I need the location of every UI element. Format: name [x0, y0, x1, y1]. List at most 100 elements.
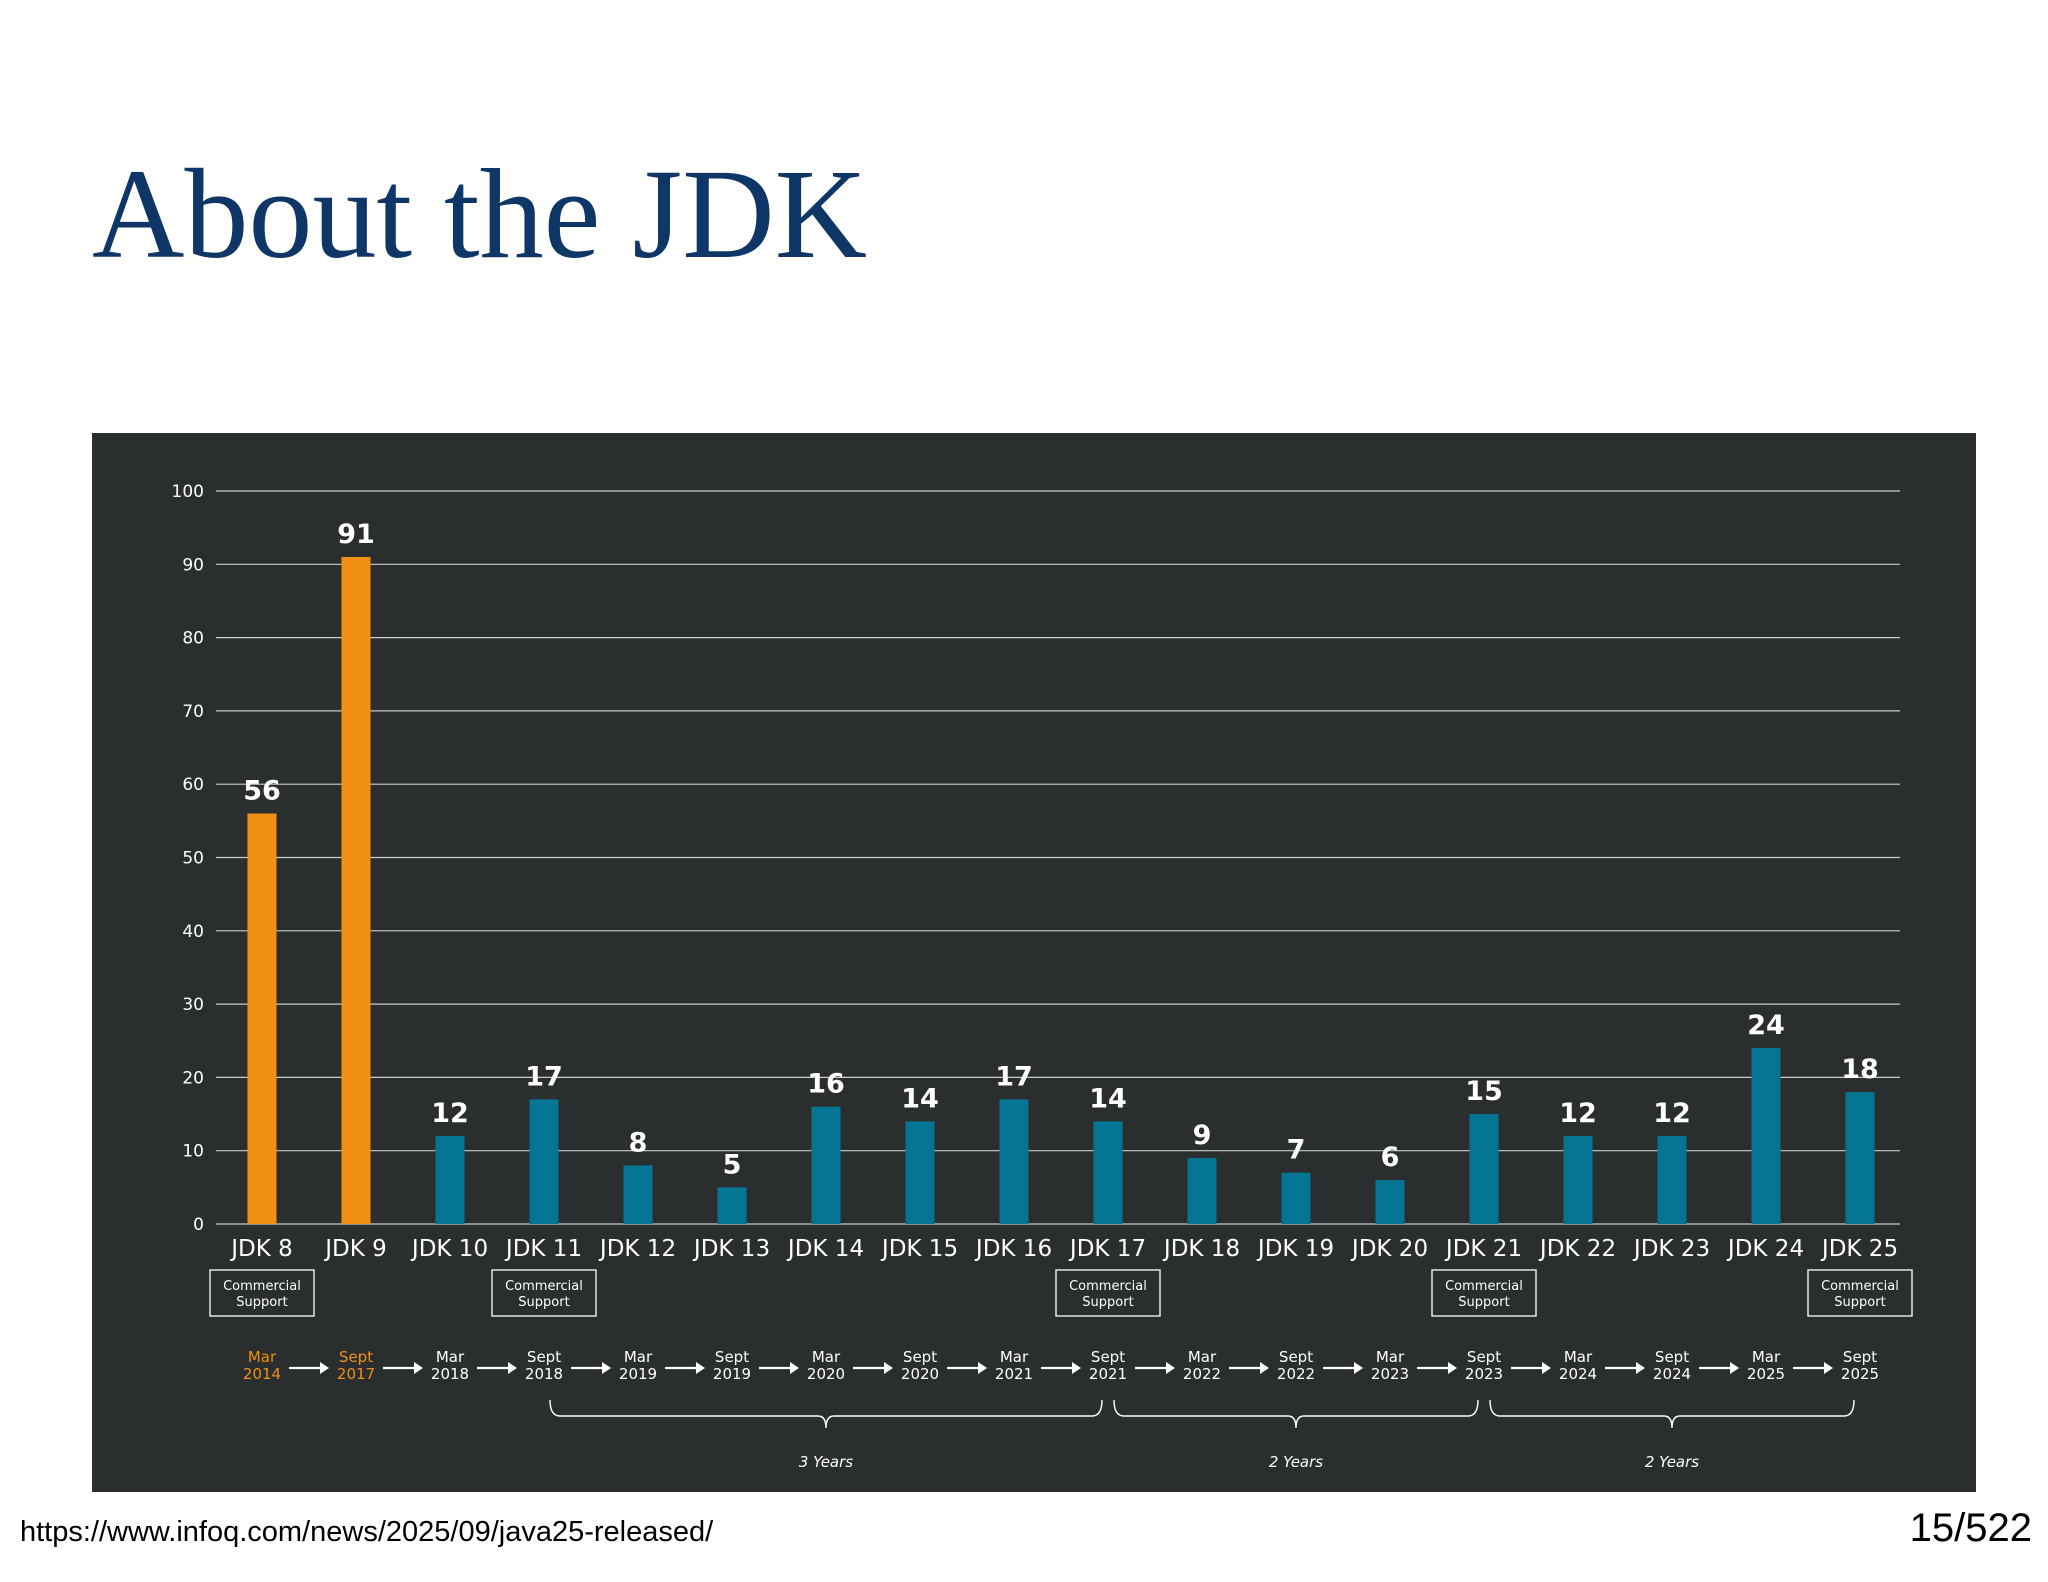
bar-jdk-19: [1281, 1172, 1311, 1224]
category-label-jdk-23: JDK 23: [1632, 1236, 1710, 1262]
timeline-arrow: [665, 1362, 705, 1374]
release-month: Sept: [1467, 1348, 1501, 1366]
bar-jdk-15: [905, 1121, 935, 1224]
span-label: 3 Years: [799, 1453, 853, 1471]
support-box-frame: [209, 1269, 315, 1317]
category-label-jdk-14: JDK 14: [786, 1236, 864, 1262]
y-tick-label: 10: [182, 1142, 204, 1162]
timeline-arrow: [1605, 1362, 1645, 1374]
category-label-jdk-21: JDK 21: [1444, 1236, 1522, 1262]
bar-jdk-16: [999, 1099, 1029, 1224]
bar-jdk-25: [1845, 1092, 1875, 1224]
category-label-jdk-18: JDK 18: [1162, 1236, 1240, 1262]
value-label-jdk-25: 18: [1841, 1054, 1879, 1085]
release-year: 2017: [337, 1365, 375, 1383]
category-label-jdk-19: JDK 19: [1256, 1236, 1334, 1262]
chart-panel: 0 10 20 30 40 50 60 70 80 90 100 56 91 12 17 8 5 16 14 17 1…: [92, 433, 1976, 1492]
timeline-arrow: [1135, 1362, 1175, 1374]
value-label-jdk-23: 12: [1653, 1098, 1691, 1129]
value-label-jdk-15: 14: [901, 1083, 939, 1114]
support-box-line: Commercial: [505, 1279, 583, 1294]
category-label-jdk-20: JDK 20: [1350, 1236, 1428, 1262]
release-month: Mar: [624, 1348, 653, 1366]
value-label-jdk-20: 6: [1381, 1142, 1400, 1173]
release-year: 2018: [431, 1365, 469, 1383]
release-year: 2025: [1841, 1365, 1879, 1383]
release-year: 2020: [807, 1365, 845, 1383]
jdk-release-bar-chart: 0 10 20 30 40 50 60 70 80 90 100 56 91 12 17 8 5 16 14 17 1…: [172, 482, 1913, 1471]
support-box-frame: [1807, 1269, 1913, 1317]
value-label-jdk-22: 12: [1559, 1098, 1597, 1129]
slide-title: About the JDK: [92, 143, 868, 285]
timeline-arrow: [571, 1362, 611, 1374]
support-box-line: Support: [1458, 1295, 1509, 1310]
release-year: 2020: [901, 1365, 939, 1383]
y-tick-label: 90: [182, 555, 204, 575]
release-month: Sept: [527, 1348, 561, 1366]
release-year: 2023: [1465, 1365, 1503, 1383]
y-tick-label: 50: [182, 849, 204, 869]
y-tick-label: 20: [182, 1068, 204, 1088]
release-year: 2018: [525, 1365, 563, 1383]
release-month: Sept: [903, 1348, 937, 1366]
bar-jdk-23: [1657, 1136, 1687, 1224]
release-year: 2021: [995, 1365, 1033, 1383]
source-url[interactable]: https://www.infoq.com/news/2025/09/java2…: [20, 1516, 714, 1548]
y-tick-label: 70: [182, 702, 204, 722]
support-box-line: Support: [1082, 1295, 1133, 1310]
y-tick-label: 100: [172, 482, 204, 502]
category-label-jdk-13: JDK 13: [692, 1236, 770, 1262]
bar-jdk-8: [247, 813, 277, 1224]
value-label-jdk-18: 9: [1193, 1120, 1212, 1151]
release-month: Mar: [812, 1348, 841, 1366]
value-label-jdk-17: 14: [1089, 1083, 1127, 1114]
brace-line: [1113, 1399, 1479, 1429]
support-box-line: Commercial: [1069, 1279, 1147, 1294]
value-label-jdk-16: 17: [995, 1061, 1033, 1092]
category-label-jdk-9: JDK 9: [323, 1236, 387, 1262]
category-label-jdk-8: JDK 8: [229, 1236, 293, 1262]
value-label-jdk-13: 5: [723, 1149, 742, 1180]
support-box-line: Commercial: [223, 1279, 301, 1294]
bar-jdk-20: [1375, 1180, 1405, 1224]
category-label-jdk-17: JDK 17: [1068, 1236, 1146, 1262]
support-box-line: Support: [518, 1295, 569, 1310]
bar-jdk-11: [529, 1099, 559, 1224]
timeline-arrow: [1699, 1362, 1739, 1374]
category-label-jdk-16: JDK 16: [974, 1236, 1052, 1262]
support-box-frame: [491, 1269, 597, 1317]
span-label: 2 Years: [1645, 1453, 1699, 1471]
y-tick-label: 30: [182, 995, 204, 1015]
bar-jdk-13: [717, 1187, 747, 1224]
timeline-arrow: [1323, 1362, 1363, 1374]
release-year: 2014: [243, 1365, 281, 1383]
release-month: Mar: [248, 1348, 277, 1366]
support-box-line: Support: [1834, 1295, 1885, 1310]
release-timeline: Mar2014Sept2017Mar2018Sept2018Mar2019Sep…: [243, 1348, 1879, 1383]
page-counter: 15/522: [1909, 1506, 2032, 1550]
bar-jdk-24: [1751, 1048, 1781, 1224]
bars: [247, 556, 1875, 1224]
release-year: 2023: [1371, 1365, 1409, 1383]
y-tick-label: 0: [193, 1215, 204, 1235]
timeline-arrow: [1041, 1362, 1081, 1374]
commercial-support-boxes: CommercialSupportCommercialSupportCommer…: [209, 1269, 1913, 1317]
release-year: 2025: [1747, 1365, 1785, 1383]
support-box-frame: [1055, 1269, 1161, 1317]
category-label-jdk-10: JDK 10: [410, 1236, 488, 1262]
category-labels: JDK 8 JDK 9 JDK 10 JDK 11 JDK 12 JDK 13 JDK 14…: [229, 1236, 1898, 1262]
release-year: 2019: [619, 1365, 657, 1383]
category-label-jdk-15: JDK 15: [880, 1236, 958, 1262]
release-month: Mar: [1564, 1348, 1593, 1366]
bar-jdk-21: [1469, 1114, 1499, 1224]
release-month: Mar: [1000, 1348, 1029, 1366]
release-month: Mar: [436, 1348, 465, 1366]
release-month: Mar: [1376, 1348, 1405, 1366]
release-month: Sept: [1843, 1348, 1877, 1366]
release-month: Sept: [1279, 1348, 1313, 1366]
support-box-line: Support: [236, 1295, 287, 1310]
